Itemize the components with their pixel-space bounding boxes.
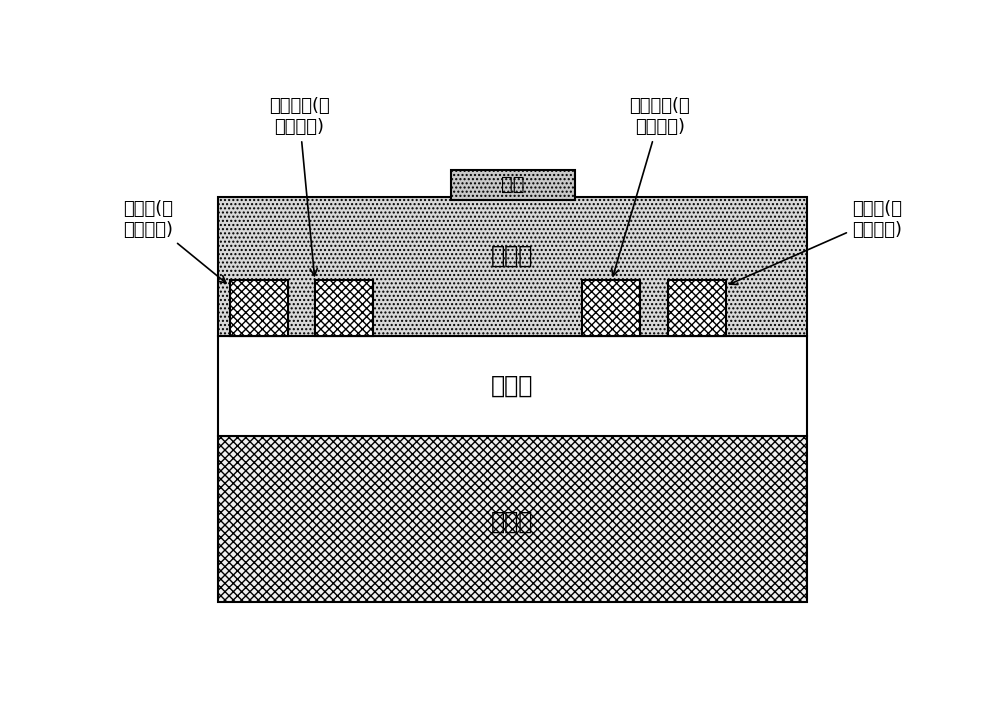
Bar bbox=[218, 436, 807, 602]
Text: 直波导(硅
或聚合物): 直波导(硅 或聚合物) bbox=[123, 200, 226, 283]
Text: 电极: 电极 bbox=[501, 175, 524, 194]
Text: 硅衬底: 硅衬底 bbox=[491, 510, 534, 534]
Text: 上包层: 上包层 bbox=[491, 243, 534, 268]
Text: 下包层: 下包层 bbox=[491, 374, 534, 397]
Text: 环形波导(硅
或聚合物): 环形波导(硅 或聚合物) bbox=[269, 97, 330, 276]
Bar bbox=[582, 280, 640, 336]
Bar bbox=[230, 280, 288, 336]
Bar bbox=[450, 169, 574, 200]
Text: 直波导(硅
或聚合物): 直波导(硅 或聚合物) bbox=[730, 200, 902, 284]
Bar bbox=[668, 280, 726, 336]
Text: 环形波导(硅
或聚合物): 环形波导(硅 或聚合物) bbox=[612, 97, 690, 276]
Bar bbox=[315, 280, 373, 336]
Bar bbox=[218, 197, 807, 336]
Bar bbox=[218, 336, 807, 436]
